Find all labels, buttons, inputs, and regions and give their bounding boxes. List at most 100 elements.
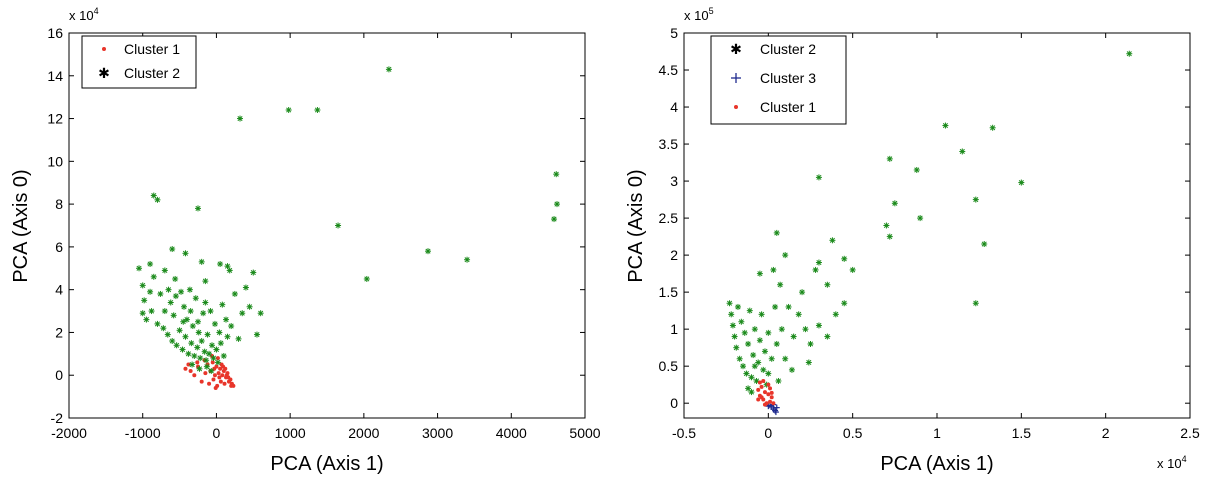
point-cluster-2 xyxy=(176,327,183,334)
legend-marker-cluster-2: ✱ xyxy=(98,65,110,81)
point-cluster-1 xyxy=(211,377,216,382)
point-cluster-2 xyxy=(179,346,186,353)
point-cluster-2 xyxy=(189,323,196,330)
point-cluster-2 xyxy=(755,359,762,366)
point-cluster-2 xyxy=(217,340,224,347)
point-cluster-1 xyxy=(218,379,223,384)
point-cluster-2 xyxy=(788,366,795,373)
legend-label-cluster-3: Cluster 3 xyxy=(760,70,816,86)
x-tick-label: -0.5 xyxy=(672,425,696,441)
point-cluster-3 xyxy=(772,409,779,416)
point-cluster-2 xyxy=(188,340,195,347)
point-cluster-2 xyxy=(736,355,743,362)
point-cluster-2 xyxy=(785,303,792,310)
point-cluster-2 xyxy=(886,233,893,240)
point-cluster-1 xyxy=(224,373,229,378)
y-tick-label: 5 xyxy=(670,25,678,41)
x-ticks-left: -2000 -1000 0 1000 2000 3000 4000 5000 xyxy=(51,33,601,441)
point-cluster-2 xyxy=(150,273,157,280)
x-axis-label-left: PCA (Axis 1) xyxy=(270,453,383,475)
point-cluster-2 xyxy=(363,275,370,282)
point-cluster-2 xyxy=(224,333,231,340)
y-tick-label: 1.5 xyxy=(659,284,679,300)
point-cluster-2 xyxy=(217,261,224,267)
point-cluster-1 xyxy=(217,375,222,380)
y-tick-label: 14 xyxy=(47,68,63,84)
point-cluster-2 xyxy=(753,377,760,384)
x-tick-label: 2 xyxy=(1102,425,1110,441)
legend-box-left xyxy=(81,35,197,89)
point-cluster-2 xyxy=(748,389,755,396)
point-cluster-2 xyxy=(551,216,558,223)
point-cluster-2 xyxy=(768,355,775,362)
point-cluster-2 xyxy=(219,301,226,308)
point-cluster-2 xyxy=(160,325,167,332)
point-cluster-1 xyxy=(186,362,191,367)
x-multiplier-right: x 104 xyxy=(1157,454,1187,471)
point-cluster-2 xyxy=(191,352,198,359)
point-cluster-2 xyxy=(169,338,176,344)
point-cluster-2 xyxy=(172,293,179,300)
point-cluster-2 xyxy=(228,323,235,330)
point-cluster-2 xyxy=(203,357,210,364)
point-cluster-2 xyxy=(165,286,172,293)
point-cluster-2 xyxy=(782,252,789,259)
y-tick-label: -2 xyxy=(51,410,64,426)
point-cluster-2 xyxy=(210,355,217,362)
y-tick-label: 0.5 xyxy=(659,358,679,374)
point-cluster-2 xyxy=(139,310,146,317)
point-cluster-2 xyxy=(765,329,772,336)
point-cluster-2 xyxy=(204,331,211,338)
point-cluster-2 xyxy=(751,326,758,333)
point-cluster-2 xyxy=(981,241,988,248)
x-tick-label: 2000 xyxy=(348,425,379,441)
point-cluster-2 xyxy=(180,318,187,325)
point-cluster-1 xyxy=(210,360,215,365)
legend-box-right xyxy=(710,35,847,125)
legend-marker-cluster-1 xyxy=(734,105,738,109)
x-tick-label: 0.5 xyxy=(843,425,863,441)
point-cluster-2 xyxy=(756,337,763,344)
point-cluster-2 xyxy=(959,148,966,155)
point-cluster-2 xyxy=(223,316,230,323)
point-cluster-2 xyxy=(231,290,238,297)
point-cluster-2 xyxy=(883,222,890,229)
point-cluster-2 xyxy=(196,365,203,372)
y-tick-label: 4 xyxy=(670,99,678,115)
point-cluster-1 xyxy=(762,402,767,407)
point-cluster-2 xyxy=(169,246,176,253)
point-cluster-1 xyxy=(229,383,234,388)
point-cluster-2 xyxy=(246,303,253,310)
plot-area-left xyxy=(68,32,586,419)
point-cluster-1 xyxy=(218,366,223,371)
point-cluster-2 xyxy=(192,295,199,302)
point-cluster-2 xyxy=(147,288,154,295)
point-cluster-2 xyxy=(180,303,187,310)
point-cluster-1 xyxy=(220,373,225,378)
y-tick-label: 4.5 xyxy=(659,62,679,78)
point-cluster-2 xyxy=(913,166,920,173)
point-cluster-2 xyxy=(942,122,949,129)
point-cluster-1 xyxy=(212,366,217,371)
point-cluster-2 xyxy=(772,303,779,310)
point-cluster-1 xyxy=(183,366,188,371)
point-cluster-2 xyxy=(167,299,174,306)
point-cluster-2 xyxy=(182,250,189,257)
point-cluster-2 xyxy=(760,366,767,373)
point-cluster-2 xyxy=(203,363,210,370)
y-tick-label: 16 xyxy=(47,25,63,41)
point-cluster-2 xyxy=(775,377,782,384)
point-cluster-2 xyxy=(139,282,146,289)
point-cluster-2 xyxy=(257,310,264,317)
point-cluster-2 xyxy=(385,66,392,73)
point-cluster-2 xyxy=(891,200,898,207)
point-cluster-2 xyxy=(795,311,802,318)
legend-label-cluster-2: Cluster 2 xyxy=(124,65,180,81)
point-cluster-1 xyxy=(759,395,764,400)
legend-label-cluster-1: Cluster 1 xyxy=(124,41,180,57)
legend-marker-cluster-1 xyxy=(102,47,106,51)
point-cluster-1 xyxy=(761,378,766,383)
point-cluster-2 xyxy=(202,278,209,285)
point-cluster-2 xyxy=(148,308,155,315)
point-cluster-2 xyxy=(198,258,205,265)
